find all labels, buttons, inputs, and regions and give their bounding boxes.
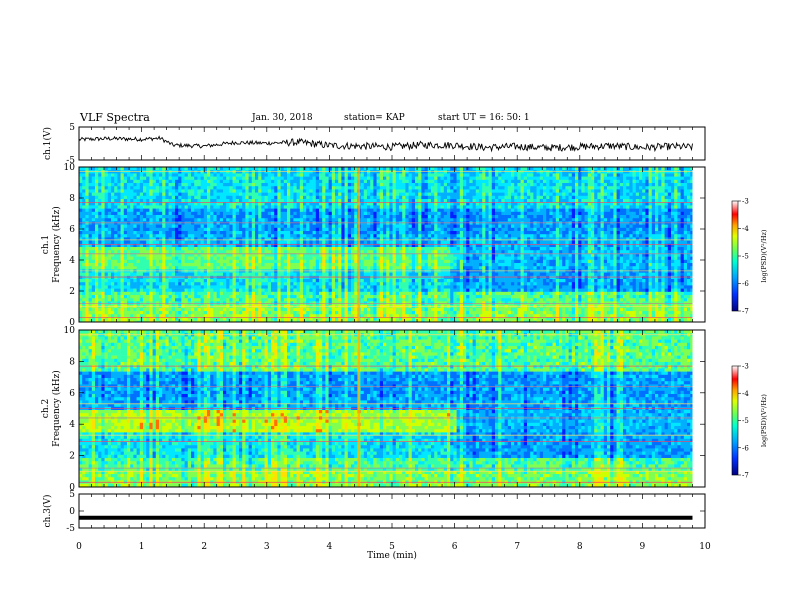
ch1-spectrogram-colorbar (731, 200, 739, 312)
ch2-spectrogram-colorbar-tick-label: -7 (742, 472, 749, 480)
ch1-series-line (78, 135, 693, 153)
ch2-spectrogram-colorbar-tick-label: -6 (742, 444, 749, 452)
station-label: station= KAP (344, 113, 405, 123)
ch1-spectrogram-colorbar-tick-label: -7 (742, 308, 749, 316)
ch3-y-tick-label: -5 (66, 524, 75, 534)
ch1-spectrogram-ylabel-frequency: Frequency (kHz) (51, 206, 62, 283)
ch1-spectrogram-colorbar-tick-label: -5 (742, 253, 749, 261)
x-tick-label: 4 (327, 542, 333, 552)
x-tick-label: 1 (139, 542, 145, 552)
ch2-spectrogram-heatmap (79, 330, 693, 487)
ch1-y-tick-label: 5 (69, 123, 75, 133)
ch2-spectrogram-ylabel-channel: ch.2 (41, 399, 51, 418)
x-axis-label: Time (min) (367, 550, 417, 561)
start-time-label: start UT = 16: 50: 1 (438, 113, 530, 123)
ch1-y-tick-label: -5 (66, 156, 75, 166)
ch2-spectrogram-y-tick-label: 8 (69, 357, 75, 367)
x-tick-label: 10 (699, 542, 711, 552)
ch3-y-tick-label: 0 (69, 507, 75, 517)
ch1-spectrogram-y-tick-label: 0 (69, 318, 75, 328)
date-label: Jan. 30, 2018 (252, 113, 313, 123)
ch2-spectrogram-colorbar-label: log(PSD)(V²/Hz) (760, 394, 768, 447)
x-tick-label: 8 (577, 542, 583, 552)
x-tick-label: 6 (452, 542, 458, 552)
ch2-spectrogram-y-tick-label: 0 (69, 483, 75, 493)
x-tick-label: 3 (264, 542, 270, 552)
ch1-spectrogram-colorbar-tick-label: -6 (742, 280, 749, 288)
ch2-spectrogram-colorbar-tick-label: -3 (742, 363, 749, 371)
ch2-spectrogram-colorbar-tick-label: -5 (742, 417, 749, 425)
ch3-ylabel: ch.3(V) (42, 495, 53, 528)
ch2-spectrogram-y-tick-label: 2 (69, 452, 75, 462)
ch3-waveform-frame (78, 493, 706, 529)
ch2-spectrogram-y-tick-label: 10 (64, 326, 76, 336)
x-tick-label: 2 (201, 542, 207, 552)
ch2-spectrogram-y-tick-label: 4 (69, 420, 75, 430)
ch1-spectrogram-y-tick-label: 4 (69, 256, 75, 266)
ch1-spectrogram-y-tick-label: 6 (69, 225, 75, 235)
ch1-spectrogram-colorbar-label: log(PSD)(V²/Hz) (760, 229, 768, 282)
ch3-y-tick-label: 5 (69, 490, 75, 500)
ch1-spectrogram-heatmap (79, 167, 693, 322)
x-tick-label: 7 (514, 542, 520, 552)
plot-title: VLF Spectra (80, 111, 150, 124)
ch2-spectrogram-ylabel-frequency: Frequency (kHz) (51, 370, 62, 447)
ch1-spectrogram-y-tick-label: 2 (69, 287, 75, 297)
x-tick-label: 5 (389, 542, 395, 552)
ch1-spectrogram-colorbar-tick-label: -3 (742, 198, 749, 206)
ch1-ylabel: ch.1(V) (42, 127, 53, 160)
ch1-spectrogram-y-tick-label: 8 (69, 194, 75, 204)
x-tick-label: 0 (76, 542, 82, 552)
ch1-spectrogram-y-tick-label: 10 (64, 163, 76, 173)
ch2-spectrogram-colorbar-tick-label: -4 (742, 390, 749, 398)
x-tick-label: 9 (640, 542, 646, 552)
ch2-spectrogram-y-tick-label: 6 (69, 389, 75, 399)
ch1-spectrogram-colorbar-tick-label: -4 (742, 225, 749, 233)
ch2-spectrogram-colorbar (731, 365, 739, 476)
ch1-spectrogram-ylabel-channel: ch.1 (41, 235, 51, 254)
